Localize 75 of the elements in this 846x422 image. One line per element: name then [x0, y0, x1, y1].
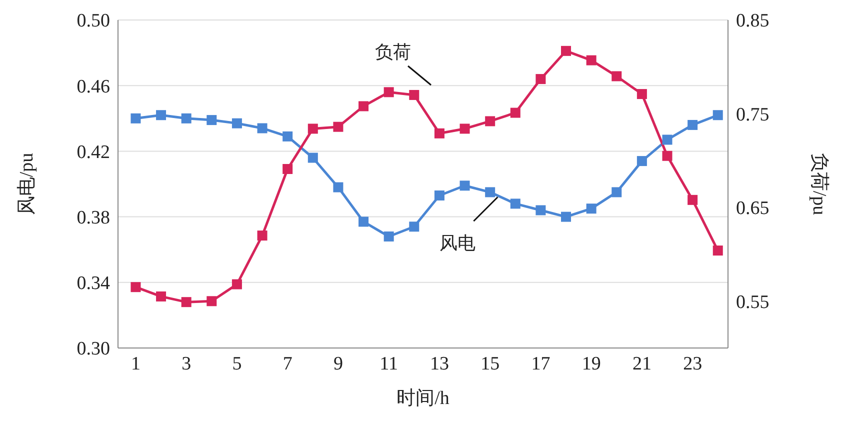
point	[536, 205, 546, 216]
y2-tick-label: 0.65	[736, 198, 770, 220]
point	[409, 222, 420, 232]
point	[232, 118, 242, 128]
point	[510, 108, 520, 118]
point	[510, 198, 520, 209]
x-tick-label: 1	[130, 353, 140, 374]
point	[536, 74, 546, 84]
point	[561, 46, 572, 56]
point	[257, 230, 268, 241]
point	[333, 182, 344, 192]
y2-tick-label: 0.75	[736, 104, 770, 126]
point	[308, 152, 318, 163]
point	[586, 55, 596, 66]
point	[662, 150, 672, 161]
point	[156, 110, 166, 120]
point	[333, 122, 344, 132]
x-tick-label: 13	[430, 353, 449, 374]
x-tick-label: 17	[531, 353, 550, 374]
point	[561, 212, 572, 222]
point	[434, 128, 444, 138]
point	[257, 123, 268, 134]
point	[712, 246, 723, 256]
point	[206, 296, 217, 306]
y2-tick-label: 0.85	[736, 10, 770, 32]
point	[460, 124, 470, 134]
point	[206, 115, 217, 126]
y-tick-label: 0.46	[76, 76, 110, 98]
point	[181, 297, 192, 308]
y-tick-label: 0.50	[76, 10, 110, 32]
x-tick-label: 15	[480, 353, 500, 374]
point	[282, 164, 293, 174]
x-tick-label: 19	[582, 353, 601, 374]
point	[612, 187, 622, 198]
point	[688, 194, 698, 205]
point	[384, 87, 394, 98]
annotation: 风电	[440, 233, 476, 254]
point	[712, 110, 723, 120]
y-axis-title: 风电/pu	[16, 152, 38, 216]
point	[130, 113, 141, 124]
y2-axis-title: 负荷/pu	[808, 152, 830, 216]
point	[636, 156, 647, 166]
annotation: 负荷	[375, 42, 411, 62]
point	[308, 124, 318, 134]
point	[130, 282, 141, 292]
point	[358, 216, 369, 227]
x-tick-label: 9	[333, 353, 343, 374]
point	[460, 180, 470, 191]
y2-tick-label: 0.55	[736, 292, 770, 313]
y-tick-label: 0.42	[76, 142, 110, 163]
point	[612, 71, 622, 82]
point	[586, 204, 596, 214]
point	[434, 190, 444, 200]
x-tick-label: 11	[380, 353, 398, 374]
x-tick-label: 5	[232, 353, 242, 374]
point	[636, 89, 647, 100]
x-tick-label: 3	[182, 353, 192, 374]
x-axis-title: 时间/h	[396, 388, 450, 409]
point	[485, 187, 496, 198]
point	[485, 116, 496, 126]
point	[232, 279, 242, 290]
point	[358, 101, 369, 112]
point	[662, 134, 672, 145]
point	[156, 291, 166, 302]
point	[409, 90, 420, 100]
x-tick-label: 23	[683, 353, 702, 374]
point	[688, 120, 698, 130]
y-tick-label: 0.38	[76, 208, 110, 229]
point	[384, 231, 394, 242]
y-tick-label: 0.30	[76, 338, 110, 360]
point	[181, 113, 192, 124]
x-tick-label: 21	[632, 353, 652, 374]
x-tick-label: 7	[282, 353, 292, 374]
y-tick-label: 0.34	[76, 273, 110, 294]
point	[282, 131, 293, 142]
